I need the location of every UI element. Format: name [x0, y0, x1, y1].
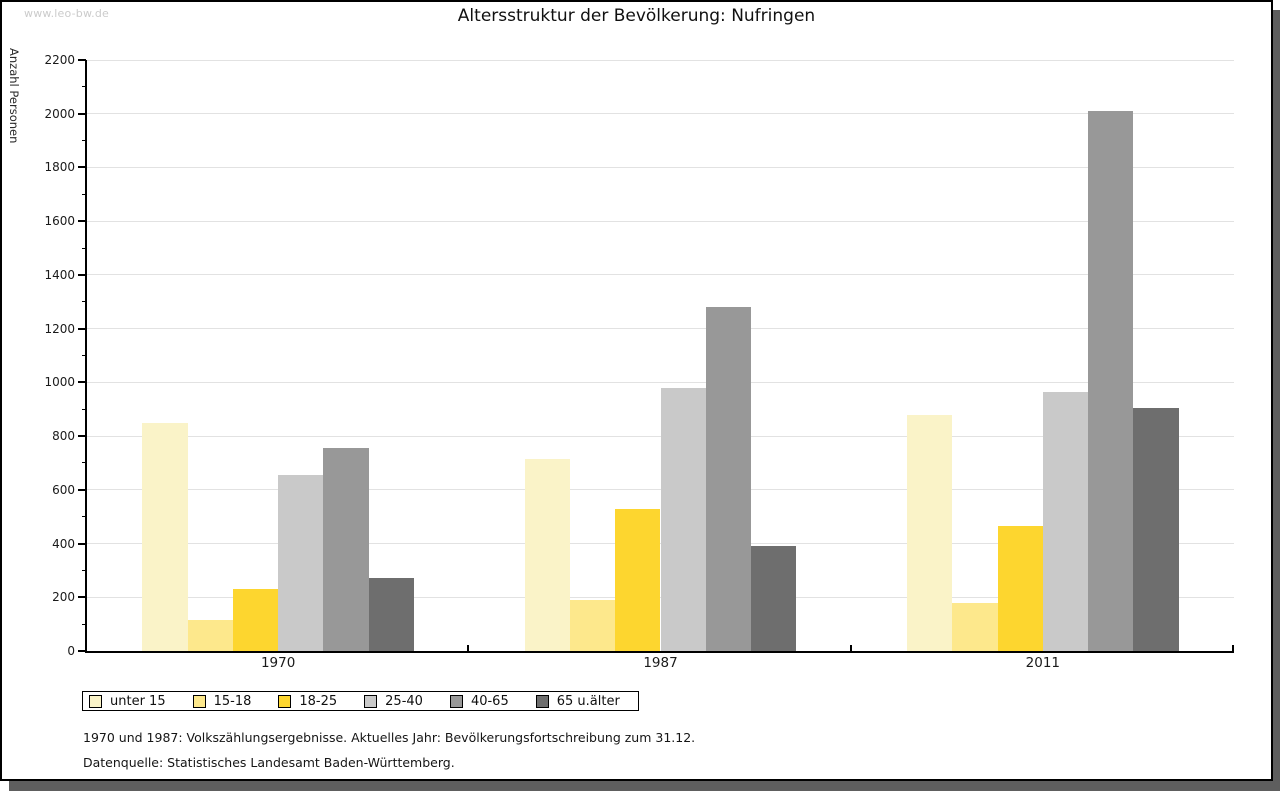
legend-item-15-18: 15-18: [192, 693, 252, 709]
y-axis-major-tick-1600: [78, 220, 86, 223]
legend-item-25-40: 25-40: [364, 694, 423, 709]
legend-swatch-icon: [278, 694, 292, 708]
y-axis-title: Anzahl Personen: [7, 48, 21, 144]
plot-area: 0 200 400 600 800 1000 1200 1400 1600 1800 2000 220…: [44, 54, 1234, 671]
x-axis-boundary-tick-1: [467, 645, 470, 651]
y-axis-major-tick-400: [78, 542, 86, 545]
y-axis-tick-label-0: 0: [67, 644, 75, 658]
bar-2011-25-40: [1042, 391, 1089, 651]
y-axis-minor-tick-1300: [82, 301, 86, 303]
x-axis-category-label-2011: 2011: [1025, 655, 1060, 671]
bar-1987-15-18: [569, 599, 616, 651]
y-axis-tick-label-600: 600: [52, 482, 75, 497]
legend-item-18-25: 18-25: [278, 694, 337, 709]
y-axis-minor-tick-100: [82, 623, 86, 625]
bar-1987-40-65: [705, 307, 752, 651]
bar-2011-15-18: [952, 602, 998, 651]
bar-1987-65-u.älter: [751, 546, 797, 651]
bar-1987-18-25: [615, 508, 661, 651]
legend-swatch-icon: [364, 694, 378, 708]
bar-2011-40-65: [1088, 111, 1134, 651]
y-axis-tick-label-800: 800: [52, 429, 75, 444]
legend-label: 15-18: [213, 693, 252, 709]
bar-1970-unter-15: [142, 422, 188, 651]
footnote-data-source: Datenquelle: Statistisches Landesamt Bad…: [83, 755, 455, 770]
y-axis-minor-tick-700: [82, 462, 86, 464]
y-axis-major-tick-0: [78, 650, 86, 652]
y-axis-major-tick-1000: [78, 381, 86, 384]
y-axis-tick-label-2200: 2200: [44, 53, 75, 67]
legend-label: 25-40: [385, 693, 423, 709]
bar-1970-15-18: [187, 620, 233, 651]
y-axis-major-tick-1400: [78, 273, 86, 276]
bar-2011-unter-15: [906, 414, 953, 651]
legend-label: 40-65: [470, 693, 509, 709]
legend-swatch-icon: [89, 694, 102, 708]
gridline-2200: [87, 59, 1234, 61]
y-axis-major-tick-800: [78, 435, 86, 438]
y-axis-major-tick-600: [78, 488, 86, 491]
bar-1970-65-u.älter: [368, 578, 415, 651]
gridline-1000: [87, 381, 1234, 383]
gridline-1200: [87, 328, 1234, 330]
chart-title: Altersstruktur der Bevölkerung: Nufringe…: [457, 6, 816, 26]
x-axis-boundary-tick-3: [1232, 645, 1234, 651]
y-axis-major-tick-1200: [78, 327, 86, 330]
y-axis-minor-tick-500: [82, 516, 86, 518]
legend-item-65-u.älter: 65 u.älter: [535, 693, 620, 709]
y-axis-major-tick-2000: [78, 112, 86, 115]
legend-swatch-icon: [192, 694, 206, 708]
legend-label: unter 15: [110, 693, 166, 709]
y-axis-minor-tick-1500: [82, 247, 86, 249]
watermark: www.leo-bw.de: [24, 7, 110, 20]
x-axis-boundary-tick-2: [849, 645, 852, 651]
bar-1970-18-25: [232, 589, 279, 651]
y-axis-minor-tick-2100: [82, 86, 86, 88]
legend-item-unter-15: unter 15: [89, 694, 166, 709]
y-axis-major-tick-200: [78, 596, 86, 599]
y-axis-tick-label-1600: 1600: [44, 214, 75, 229]
y-axis-major-tick-2200: [78, 59, 86, 61]
legend: unter 15 15-18 18-25 25-40 40-65 65 u.älter: [82, 691, 639, 711]
gridline-1400: [87, 274, 1234, 276]
legend-swatch-icon: [449, 694, 463, 708]
y-axis-minor-tick-900: [82, 408, 86, 410]
y-axis-tick-label-200: 200: [52, 590, 75, 605]
x-axis-category-label-1987: 1987: [643, 655, 678, 671]
gridline-1800: [87, 166, 1234, 168]
y-axis-minor-tick-1900: [82, 140, 86, 142]
y-axis-major-tick-1800: [78, 166, 86, 169]
y-axis-tick-label-1800: 1800: [44, 160, 75, 175]
bar-1987-unter-15: [524, 458, 570, 651]
legend-swatch-icon: [535, 694, 549, 708]
bar-1970-40-65: [323, 448, 369, 651]
bar-2011-18-25: [997, 526, 1043, 651]
bar-1987-25-40: [660, 387, 706, 651]
gridline-2000: [87, 113, 1234, 115]
y-axis-minor-tick-1100: [82, 355, 86, 356]
y-axis-minor-tick-300: [82, 569, 86, 571]
legend-item-40-65: 40-65: [449, 693, 509, 709]
legend-label: 65 u.älter: [556, 693, 620, 709]
footnote-source-note: 1970 und 1987: Volkszählungsergebnisse. …: [83, 730, 696, 745]
y-axis-tick-label-1000: 1000: [44, 375, 75, 390]
bar-1970-25-40: [278, 475, 324, 651]
x-axis-category-label-1970: 1970: [260, 655, 296, 671]
y-axis-tick-label-1200: 1200: [44, 321, 75, 336]
y-axis-tick-label-2000: 2000: [44, 106, 75, 121]
bar-2011-65-u.älter: [1133, 407, 1179, 651]
legend-label: 18-25: [299, 693, 338, 709]
y-axis-tick-label-1400: 1400: [44, 267, 75, 282]
gridline-1600: [87, 220, 1234, 222]
y-axis-minor-tick-1700: [82, 193, 86, 195]
y-axis-tick-label-400: 400: [52, 536, 75, 551]
